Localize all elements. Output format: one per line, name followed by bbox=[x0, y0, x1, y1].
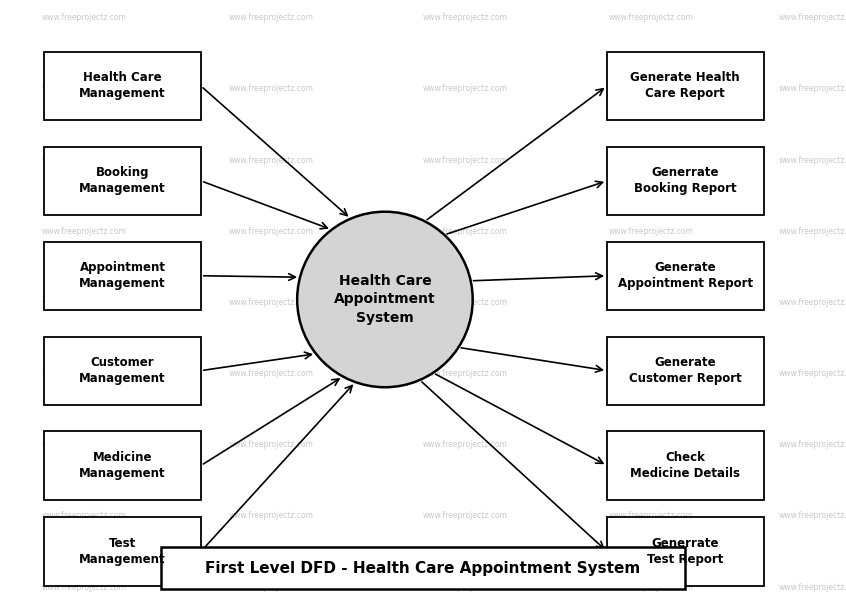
FancyBboxPatch shape bbox=[607, 147, 764, 215]
Text: www.freeprojectz.com: www.freeprojectz.com bbox=[42, 440, 127, 449]
Text: www.freeprojectz.com: www.freeprojectz.com bbox=[42, 511, 127, 521]
Text: Check
Medicine Details: Check Medicine Details bbox=[630, 451, 740, 480]
FancyBboxPatch shape bbox=[607, 337, 764, 404]
FancyBboxPatch shape bbox=[44, 242, 201, 310]
Text: www.freeprojectz.com: www.freeprojectz.com bbox=[42, 84, 127, 94]
FancyBboxPatch shape bbox=[44, 147, 201, 215]
Text: www.freeprojectz.com: www.freeprojectz.com bbox=[423, 440, 508, 449]
Text: www.freeprojectz.com: www.freeprojectz.com bbox=[423, 511, 508, 521]
Text: www.freeprojectz.com: www.freeprojectz.com bbox=[778, 369, 846, 378]
Text: www.freeprojectz.com: www.freeprojectz.com bbox=[423, 227, 508, 236]
Text: www.freeprojectz.com: www.freeprojectz.com bbox=[609, 369, 694, 378]
Text: www.freeprojectz.com: www.freeprojectz.com bbox=[778, 582, 846, 592]
Text: www.freeprojectz.com: www.freeprojectz.com bbox=[609, 511, 694, 521]
Text: www.freeprojectz.com: www.freeprojectz.com bbox=[609, 440, 694, 449]
Text: www.freeprojectz.com: www.freeprojectz.com bbox=[42, 298, 127, 307]
FancyBboxPatch shape bbox=[44, 432, 201, 499]
Text: Appointment
Management: Appointment Management bbox=[80, 262, 166, 290]
FancyBboxPatch shape bbox=[44, 52, 201, 120]
Text: Generate Health
Care Report: Generate Health Care Report bbox=[630, 72, 740, 100]
Text: www.freeprojectz.com: www.freeprojectz.com bbox=[228, 440, 313, 449]
Text: www.freeprojectz.com: www.freeprojectz.com bbox=[228, 369, 313, 378]
Text: www.freeprojectz.com: www.freeprojectz.com bbox=[228, 511, 313, 521]
Text: Generrate
Test Report: Generrate Test Report bbox=[647, 537, 723, 566]
Text: www.freeprojectz.com: www.freeprojectz.com bbox=[609, 582, 694, 592]
Text: www.freeprojectz.com: www.freeprojectz.com bbox=[609, 298, 694, 307]
Text: Test
Management: Test Management bbox=[80, 537, 166, 566]
Text: www.freeprojectz.com: www.freeprojectz.com bbox=[778, 511, 846, 521]
FancyBboxPatch shape bbox=[607, 242, 764, 310]
Text: www.freeprojectz.com: www.freeprojectz.com bbox=[423, 369, 508, 378]
Text: Medicine
Management: Medicine Management bbox=[80, 451, 166, 480]
Text: Generate
Appointment Report: Generate Appointment Report bbox=[618, 262, 753, 290]
Text: www.freeprojectz.com: www.freeprojectz.com bbox=[228, 155, 313, 165]
Text: www.freeprojectz.com: www.freeprojectz.com bbox=[228, 84, 313, 94]
Text: Booking
Management: Booking Management bbox=[80, 167, 166, 195]
Text: Generrate
Booking Report: Generrate Booking Report bbox=[634, 167, 737, 195]
Text: First Level DFD - Health Care Appointment System: First Level DFD - Health Care Appointmen… bbox=[206, 560, 640, 576]
Text: Health Care
Appointment
System: Health Care Appointment System bbox=[334, 274, 436, 325]
FancyBboxPatch shape bbox=[607, 52, 764, 120]
Text: www.freeprojectz.com: www.freeprojectz.com bbox=[609, 227, 694, 236]
FancyBboxPatch shape bbox=[44, 517, 201, 586]
Text: www.freeprojectz.com: www.freeprojectz.com bbox=[778, 13, 846, 23]
Text: www.freeprojectz.com: www.freeprojectz.com bbox=[228, 13, 313, 23]
FancyBboxPatch shape bbox=[607, 432, 764, 499]
Text: www.freeprojectz.com: www.freeprojectz.com bbox=[609, 84, 694, 94]
Text: www.freeprojectz.com: www.freeprojectz.com bbox=[423, 84, 508, 94]
Text: www.freeprojectz.com: www.freeprojectz.com bbox=[609, 13, 694, 23]
Text: www.freeprojectz.com: www.freeprojectz.com bbox=[423, 155, 508, 165]
Text: www.freeprojectz.com: www.freeprojectz.com bbox=[42, 13, 127, 23]
Text: www.freeprojectz.com: www.freeprojectz.com bbox=[778, 155, 846, 165]
Text: www.freeprojectz.com: www.freeprojectz.com bbox=[228, 582, 313, 592]
Text: Health Care
Management: Health Care Management bbox=[80, 72, 166, 100]
Text: www.freeprojectz.com: www.freeprojectz.com bbox=[228, 298, 313, 307]
Text: www.freeprojectz.com: www.freeprojectz.com bbox=[42, 582, 127, 592]
Text: www.freeprojectz.com: www.freeprojectz.com bbox=[423, 298, 508, 307]
Text: Generate
Customer Report: Generate Customer Report bbox=[629, 356, 742, 385]
Text: www.freeprojectz.com: www.freeprojectz.com bbox=[423, 13, 508, 23]
FancyBboxPatch shape bbox=[607, 517, 764, 586]
FancyBboxPatch shape bbox=[161, 547, 685, 589]
Text: www.freeprojectz.com: www.freeprojectz.com bbox=[42, 227, 127, 236]
FancyBboxPatch shape bbox=[44, 337, 201, 404]
Text: www.freeprojectz.com: www.freeprojectz.com bbox=[423, 582, 508, 592]
Text: www.freeprojectz.com: www.freeprojectz.com bbox=[609, 155, 694, 165]
Text: www.freeprojectz.com: www.freeprojectz.com bbox=[42, 369, 127, 378]
Text: Customer
Management: Customer Management bbox=[80, 356, 166, 385]
Text: www.freeprojectz.com: www.freeprojectz.com bbox=[228, 227, 313, 236]
Text: www.freeprojectz.com: www.freeprojectz.com bbox=[778, 227, 846, 236]
Text: www.freeprojectz.com: www.freeprojectz.com bbox=[778, 298, 846, 307]
Ellipse shape bbox=[297, 212, 473, 387]
Text: www.freeprojectz.com: www.freeprojectz.com bbox=[778, 84, 846, 94]
Text: www.freeprojectz.com: www.freeprojectz.com bbox=[42, 155, 127, 165]
Text: www.freeprojectz.com: www.freeprojectz.com bbox=[778, 440, 846, 449]
